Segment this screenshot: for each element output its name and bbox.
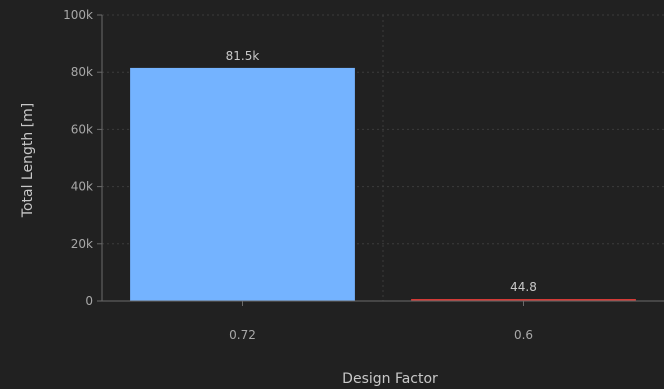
bars (130, 67, 636, 301)
y-tick-label: 60k (71, 122, 93, 136)
bar (130, 67, 355, 301)
y-tick-label: 20k (71, 237, 93, 251)
y-axis-title: Total Length [m] (20, 103, 36, 218)
y-tick-label: 0 (85, 294, 93, 308)
y-tick-label: 80k (71, 65, 93, 79)
x-axis-title: Design Factor (342, 371, 438, 387)
bar-data-label: 81.5k (226, 49, 260, 63)
axes (97, 14, 664, 306)
y-tick-label: 100k (63, 8, 93, 22)
grid-lines (102, 14, 664, 301)
x-tick-label: 0.6 (514, 328, 533, 342)
labels: 0 20k 40k 60k 80k 100k 81.5k 0.72 44.8 0.6 (63, 8, 537, 342)
bar (411, 299, 636, 301)
x-tick-label: 0.72 (229, 328, 256, 342)
y-tick-label: 40k (71, 180, 93, 194)
bar-data-label: 44.8 (510, 280, 537, 294)
